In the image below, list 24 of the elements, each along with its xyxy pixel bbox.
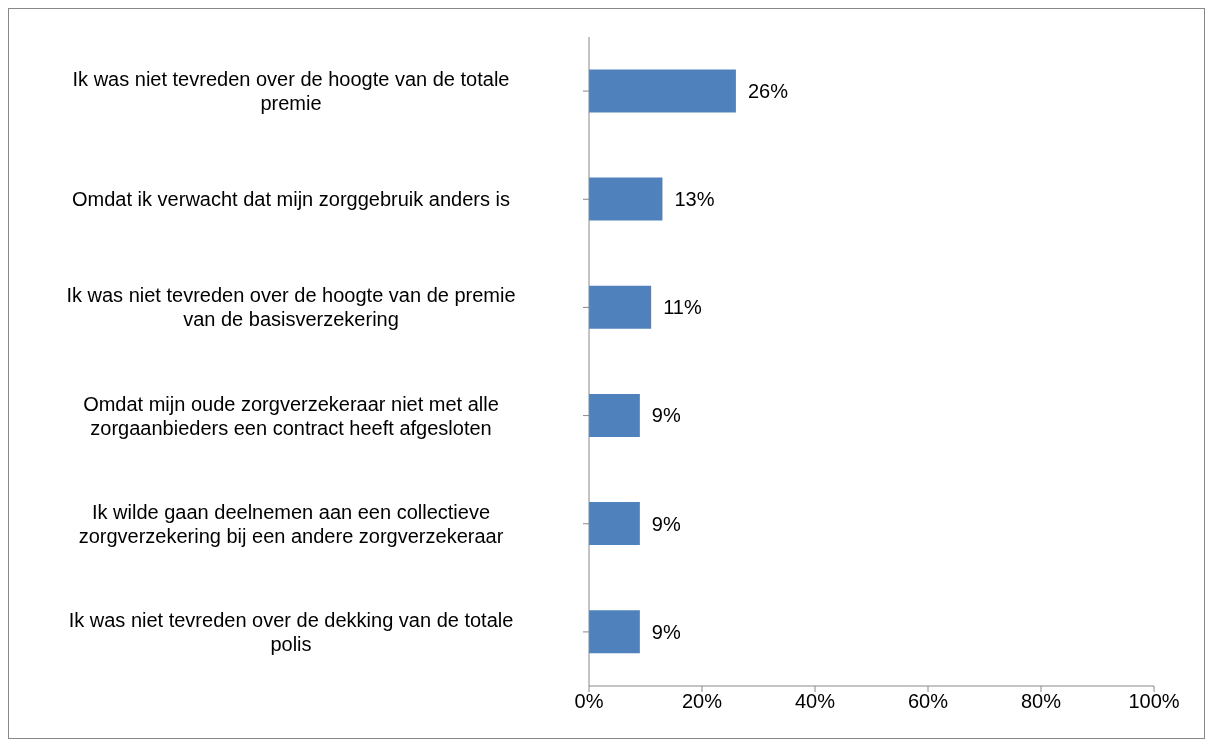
x-tick-label: 60% [907, 690, 949, 713]
y-tick-label: Omdat ik verwacht dat mijn zorggebruik anders is [72, 188, 510, 211]
x-tick-label: 100% [1128, 690, 1180, 713]
y-tick-label: Ik was niet tevreden over de hoogte van de totale premie [72, 68, 510, 115]
x-tick-label: 20% [681, 690, 723, 713]
bar [589, 393, 640, 437]
bar [589, 285, 652, 329]
data-label: 9% [651, 620, 681, 643]
x-tick-label: 0% [574, 690, 604, 713]
x-tick-label: 40% [794, 690, 836, 713]
bar [589, 69, 736, 113]
data-label: 9% [651, 512, 681, 535]
data-label: 13% [674, 188, 715, 211]
bar [589, 610, 640, 654]
data-label: 9% [651, 404, 681, 427]
y-tick-label: Ik wilde gaan deelnemen aan een collectieve zorgverzekering bij een andere zorgverzekeraar [78, 500, 504, 547]
data-label: 26% [747, 79, 789, 102]
data-label: 11% [663, 296, 702, 319]
y-tick-label: Ik was niet tevreden over de hoogte van de premie van de basisverzekering [66, 284, 516, 331]
bar [589, 177, 663, 221]
x-tick-label: 80% [1020, 690, 1062, 713]
bar [589, 502, 640, 546]
y-tick-label: Ik was niet tevreden over de dekking van de totale polis [68, 608, 514, 655]
y-tick-label: Omdat mijn oude zorgverzekeraar niet met alle zorgaanbieders een contract heeft afgesloten [83, 392, 499, 439]
